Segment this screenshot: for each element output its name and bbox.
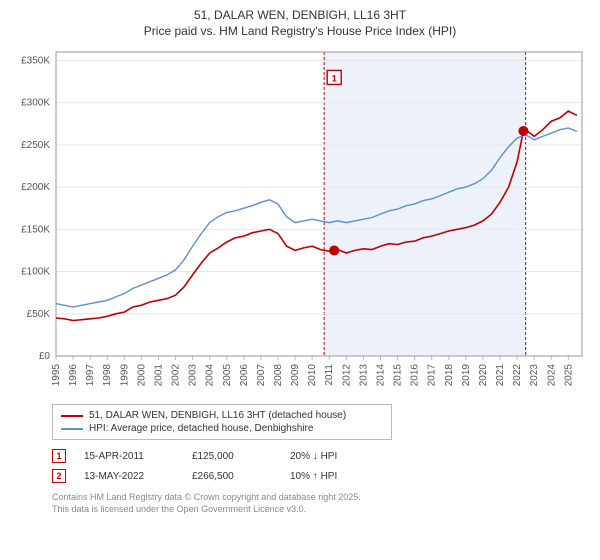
svg-text:2019: 2019 bbox=[461, 364, 472, 387]
svg-text:£250K: £250K bbox=[21, 140, 50, 151]
svg-text:2007: 2007 bbox=[256, 364, 267, 387]
legend: 51, DALAR WEN, DENBIGH, LL16 3HT (detach… bbox=[52, 404, 392, 440]
line-chart: £0 £50K £100K £150K £200K £250K £300K £350K 1995… bbox=[12, 46, 588, 396]
footer: Contains HM Land Registry data © Crown c… bbox=[52, 492, 588, 515]
svg-text:2002: 2002 bbox=[171, 364, 182, 387]
svg-text:2023: 2023 bbox=[529, 364, 540, 387]
event-price: £125,000 bbox=[192, 451, 272, 462]
svg-text:2020: 2020 bbox=[478, 364, 489, 387]
svg-text:2018: 2018 bbox=[444, 364, 455, 387]
footer-line: This data is licensed under the Open Gov… bbox=[52, 504, 588, 516]
svg-text:2006: 2006 bbox=[239, 364, 250, 387]
legend-swatch bbox=[61, 428, 83, 430]
svg-text:2017: 2017 bbox=[427, 364, 438, 387]
event-note: 10% ↑ HPI bbox=[290, 471, 390, 482]
svg-text:2015: 2015 bbox=[393, 364, 404, 387]
svg-text:1997: 1997 bbox=[85, 364, 96, 387]
svg-text:£100K: £100K bbox=[21, 267, 50, 278]
svg-text:1: 1 bbox=[332, 73, 337, 83]
legend-item: HPI: Average price, detached house, Denb… bbox=[61, 422, 383, 435]
event-row: 1 15-APR-2011 £125,000 20% ↓ HPI bbox=[52, 446, 588, 466]
svg-text:£350K: £350K bbox=[21, 55, 50, 66]
svg-text:2024: 2024 bbox=[546, 364, 557, 387]
svg-text:1996: 1996 bbox=[68, 364, 79, 387]
svg-text:2021: 2021 bbox=[495, 364, 506, 387]
svg-text:2016: 2016 bbox=[410, 364, 421, 387]
legend-item: 51, DALAR WEN, DENBIGH, LL16 3HT (detach… bbox=[61, 409, 383, 422]
svg-text:1995: 1995 bbox=[51, 364, 62, 387]
svg-text:£200K: £200K bbox=[21, 182, 50, 193]
legend-label: 51, DALAR WEN, DENBIGH, LL16 3HT (detach… bbox=[89, 410, 346, 421]
chart-subtitle: Price paid vs. HM Land Registry's House … bbox=[12, 24, 588, 38]
svg-text:2025: 2025 bbox=[563, 364, 574, 387]
event-marker-icon: 1 bbox=[52, 449, 66, 463]
footer-line: Contains HM Land Registry data © Crown c… bbox=[52, 492, 588, 504]
legend-label: HPI: Average price, detached house, Denb… bbox=[89, 423, 313, 434]
svg-text:2009: 2009 bbox=[290, 364, 301, 387]
event-note: 20% ↓ HPI bbox=[290, 451, 390, 462]
svg-text:2003: 2003 bbox=[188, 364, 199, 387]
svg-text:£150K: £150K bbox=[21, 224, 50, 235]
svg-text:£0: £0 bbox=[39, 351, 51, 362]
svg-text:2008: 2008 bbox=[273, 364, 284, 387]
svg-text:2000: 2000 bbox=[136, 364, 147, 387]
svg-text:1999: 1999 bbox=[119, 364, 130, 387]
svg-text:2010: 2010 bbox=[307, 364, 318, 387]
svg-text:2004: 2004 bbox=[205, 364, 216, 387]
event-marker-icon: 2 bbox=[52, 469, 66, 483]
svg-text:£50K: £50K bbox=[27, 309, 51, 320]
event-date: 15-APR-2011 bbox=[84, 451, 174, 462]
svg-text:2013: 2013 bbox=[358, 364, 369, 387]
legend-swatch bbox=[61, 415, 83, 417]
svg-text:2022: 2022 bbox=[512, 364, 523, 387]
svg-text:2001: 2001 bbox=[153, 364, 164, 387]
svg-text:2011: 2011 bbox=[324, 364, 335, 386]
event-price: £266,500 bbox=[192, 471, 272, 482]
chart-area: £0 £50K £100K £150K £200K £250K £300K £350K 1995… bbox=[12, 46, 588, 396]
svg-text:2014: 2014 bbox=[375, 364, 386, 387]
svg-text:2012: 2012 bbox=[341, 364, 352, 387]
chart-title: 51, DALAR WEN, DENBIGH, LL16 3HT bbox=[12, 8, 588, 22]
svg-text:£300K: £300K bbox=[21, 98, 50, 109]
svg-text:2005: 2005 bbox=[222, 364, 233, 387]
event-date: 13-MAY-2022 bbox=[84, 471, 174, 482]
svg-text:1998: 1998 bbox=[102, 364, 113, 387]
event-row: 2 13-MAY-2022 £266,500 10% ↑ HPI bbox=[52, 466, 588, 486]
events-table: 1 15-APR-2011 £125,000 20% ↓ HPI 2 13-MA… bbox=[52, 446, 588, 486]
